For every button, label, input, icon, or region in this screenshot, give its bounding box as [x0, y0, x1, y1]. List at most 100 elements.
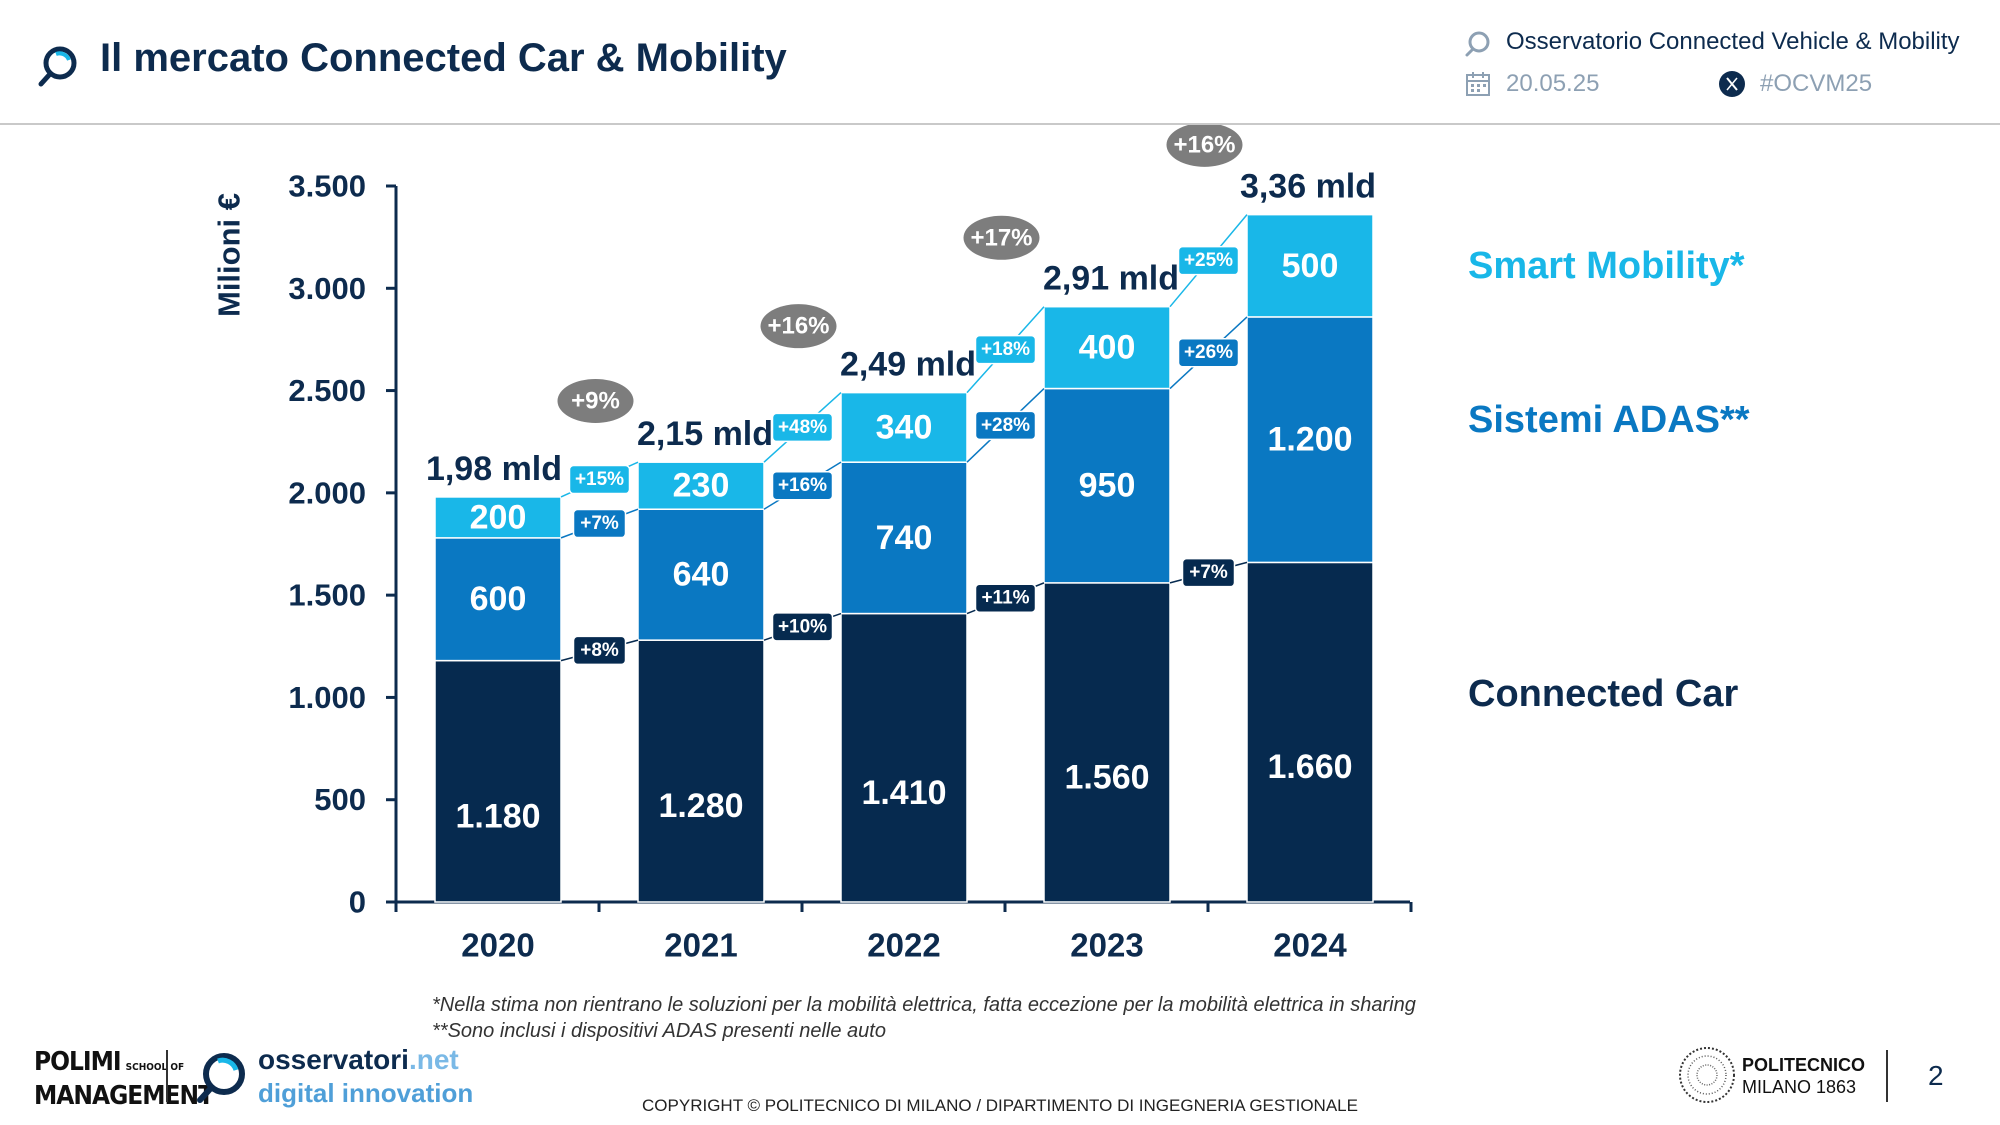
x-tick-label: 2024 [1273, 927, 1347, 964]
legend-adas: Sistemi ADAS** [1468, 399, 1750, 441]
bar-value-label: 1.660 [1267, 748, 1352, 786]
total-label: 2,49 mld [840, 346, 976, 384]
bar-value-label: 200 [470, 498, 527, 536]
growth-badge-label: +28% [981, 415, 1030, 436]
x-tick-label: 2022 [867, 927, 940, 964]
bar-sistemiadas [434, 537, 562, 662]
bar-connectedcar [1043, 582, 1171, 903]
magnifier-logo-icon [38, 46, 77, 87]
footnote-smart-mobility: *Nella stima non rientrano le soluzioni … [432, 994, 1416, 1016]
y-tick-label: 2.500 [288, 373, 366, 408]
y-axis-label: Milioni € [212, 193, 247, 317]
growth-badge [771, 470, 834, 501]
x-logo-icon[interactable] [1718, 70, 1746, 98]
bar-value-label: 1.180 [455, 797, 540, 835]
total-growth-label: +9% [571, 387, 620, 414]
footer-divider [166, 1050, 168, 1102]
growth-badge [1177, 337, 1240, 368]
slide-header: Il mercato Connected Car & Mobility Osse… [0, 0, 2000, 125]
legend-connected-car: Connected Car [1468, 673, 1739, 715]
magnifier-logo-icon [1465, 31, 1490, 57]
hashtag[interactable]: #OCVM25 [1760, 70, 1873, 97]
y-tick-label: 2.000 [288, 475, 366, 510]
legend-smart-mobility: Smart Mobility* [1468, 245, 1745, 287]
bar-sistemiadas [1043, 387, 1171, 584]
y-tick-label: 500 [314, 782, 366, 817]
bar-value-label: 500 [1282, 247, 1339, 285]
politecnico-logo: POLITECNICO MILANO 1863 [1742, 1055, 1866, 1097]
bar-value-label: 230 [673, 467, 730, 505]
growth-badge [771, 412, 834, 443]
polimi-logo: POLIMI SCHOOL OF MANAGEMENT [34, 1047, 214, 1111]
growth-badge-label: +11% [981, 588, 1029, 609]
x-tick-label: 2023 [1070, 927, 1143, 964]
bar-value-label: 640 [673, 556, 730, 594]
bar-connectedcar [434, 659, 562, 903]
bar-sistemiadas [637, 508, 765, 641]
y-tick-label: 3.500 [288, 169, 366, 204]
total-label: 2,15 mld [637, 415, 773, 453]
politecnico-seal-icon [1679, 1047, 1735, 1103]
event-date: 20.05.25 [1506, 70, 1600, 97]
bar-value-label: 950 [1079, 467, 1136, 505]
y-tick-label: 3.000 [288, 271, 366, 306]
growth-badge [1177, 245, 1240, 276]
total-growth-oval [1166, 122, 1243, 167]
bar-value-label: 340 [876, 408, 933, 446]
growth-badge-label: +15% [575, 469, 624, 490]
total-growth-label: +16% [767, 313, 829, 340]
total-growth-label: +16% [1173, 131, 1235, 158]
y-tick-label: 0 [349, 885, 366, 920]
bar-connectedcar [1246, 561, 1374, 903]
y-tick-label: 1.500 [288, 578, 366, 613]
growth-badge [771, 612, 834, 642]
growth-badge-label: +18% [981, 339, 1030, 360]
growth-badge-label: +8% [580, 640, 619, 661]
observatory-name: Osservatorio Connected Vehicle & Mobilit… [1506, 28, 1960, 55]
growth-badge-label: +48% [778, 417, 827, 438]
total-label: 2,91 mld [1043, 260, 1179, 298]
growth-badge-label: +10% [778, 616, 827, 637]
x-tick-label: 2021 [664, 927, 737, 964]
growth-badge [572, 635, 627, 666]
growth-badge [568, 464, 631, 495]
bar-connectedcar [840, 612, 968, 903]
growth-badge [974, 410, 1037, 441]
growth-badge-label: +7% [580, 513, 619, 534]
growth-badge-label: +26% [1184, 342, 1233, 363]
growth-badge [572, 508, 627, 539]
growth-badge [974, 583, 1037, 613]
osservatori-logo-icon [197, 1053, 245, 1103]
bar-value-label: 740 [876, 519, 933, 557]
calendar-icon [1466, 72, 1490, 96]
footnote-adas: **Sono inclusi i dispositivi ADAS presen… [432, 1020, 886, 1042]
bar-value-label: 600 [470, 580, 527, 618]
bar-value-label: 1.200 [1267, 421, 1352, 459]
total-growth-oval [760, 304, 837, 349]
bar-value-label: 1.280 [658, 787, 743, 825]
osservatori-logo: osservatori.net digital innovation [258, 1044, 474, 1108]
bar-smartmobility [1043, 305, 1171, 390]
growth-badge [974, 334, 1037, 365]
bar-value-label: 1.410 [861, 774, 946, 812]
bar-value-label: 400 [1079, 329, 1136, 367]
total-growth-oval [557, 378, 634, 423]
total-label: 1,98 mld [426, 450, 562, 488]
bar-smartmobility [434, 496, 562, 539]
y-tick-label: 1.000 [288, 680, 366, 715]
total-label: 3,36 mld [1240, 168, 1376, 206]
bar-smartmobility [637, 461, 765, 510]
total-growth-oval [963, 215, 1040, 260]
bar-connectedcar [637, 639, 765, 903]
total-growth-label: +17% [970, 224, 1032, 251]
growth-badge-label: +25% [1184, 250, 1233, 271]
footer-divider-right [1886, 1050, 1888, 1102]
stacked-bar-chart: 0 500 1.000 1.500 2.000 2.500 3.000 3.500 Milion… [0, 122, 2000, 1015]
x-tick-label: 2020 [461, 927, 534, 964]
bar-smartmobility [1246, 213, 1374, 318]
page-number: 2 [1928, 1060, 1944, 1091]
page-title: Il mercato Connected Car & Mobility [100, 36, 787, 80]
growth-badge-label: +7% [1189, 562, 1228, 583]
growth-badge [1181, 557, 1236, 588]
bar-smartmobility [840, 391, 968, 463]
